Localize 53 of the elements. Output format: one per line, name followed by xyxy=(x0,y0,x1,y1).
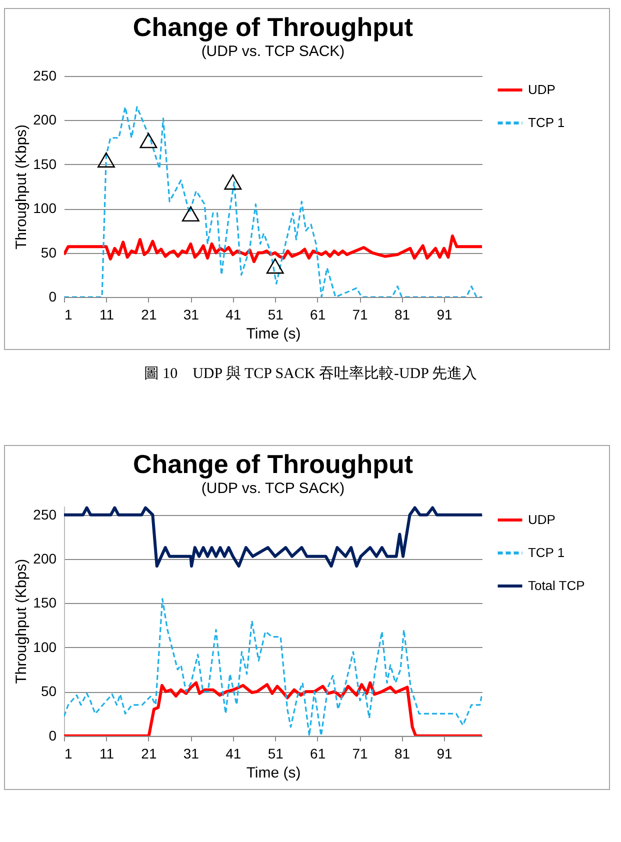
y-tick-label: 200 xyxy=(33,112,57,128)
x-tick-label: 71 xyxy=(352,745,368,762)
x-tick-label: 21 xyxy=(141,306,157,322)
legend-label: UDP xyxy=(528,82,556,97)
x-tick-label: 61 xyxy=(310,306,326,322)
x-tick-label: 11 xyxy=(99,306,114,322)
point xyxy=(182,206,200,222)
chart-subtitle: (UDP vs. TCP SACK) xyxy=(201,43,345,60)
point xyxy=(224,174,242,190)
x-tick-label: 11 xyxy=(99,745,114,762)
chart-title: Change of Throughput xyxy=(132,12,414,42)
legend-label: UDP xyxy=(528,512,556,527)
point xyxy=(140,132,158,148)
y-tick-label: 50 xyxy=(40,683,57,700)
y-tick-label: 50 xyxy=(40,244,57,260)
legend-label: Total TCP xyxy=(528,578,585,593)
x-tick-label: 51 xyxy=(268,745,284,762)
x-tick-label: 1 xyxy=(64,306,72,322)
x-tick-label: 81 xyxy=(394,306,410,322)
chart-title: Change of Throughput xyxy=(133,449,414,479)
x-tick-label: 91 xyxy=(436,306,452,322)
x-tick-label: 31 xyxy=(183,745,200,762)
x-tick-label: 61 xyxy=(310,745,326,762)
y-tick-label: 250 xyxy=(33,506,57,522)
x-tick-label: 41 xyxy=(226,306,242,322)
x-axis-title: Time (s) xyxy=(246,764,301,782)
y-tick-label: 0 xyxy=(48,727,57,744)
x-tick-label: 51 xyxy=(268,306,284,322)
x-tick-label: 21 xyxy=(141,745,157,762)
y-tick-label: 150 xyxy=(33,156,57,172)
chart-subtitle: (UDP vs. TCP SACK) xyxy=(201,480,345,497)
legend-label: TCP 1 xyxy=(528,544,565,560)
line-series xyxy=(64,506,482,568)
legend-label: TCP 1 xyxy=(528,115,565,130)
y-tick-label: 150 xyxy=(33,594,57,611)
x-tick-label: 41 xyxy=(226,745,242,762)
x-tick-label: 81 xyxy=(394,745,410,762)
y-tick-label: 200 xyxy=(33,550,57,567)
x-tick-label: 1 xyxy=(64,745,73,762)
y-axis-title: Throughput (Kbps) xyxy=(13,124,30,250)
y-tick-label: 250 xyxy=(33,68,57,84)
caption: 圖 10 UDP 與 TCP SACK 吞吐率比較-UDP 先進入 xyxy=(142,364,478,383)
x-tick-label: 31 xyxy=(183,306,200,322)
line-series xyxy=(64,106,482,297)
point xyxy=(266,258,284,274)
y-tick-label: 100 xyxy=(33,200,57,216)
point xyxy=(98,152,115,168)
y-axis-title: Throughput (Kbps) xyxy=(13,558,30,684)
x-axis-title: Time (s) xyxy=(246,326,301,342)
x-tick-label: 91 xyxy=(436,745,452,762)
y-tick-label: 100 xyxy=(33,638,57,655)
x-tick-label: 71 xyxy=(352,306,368,322)
y-tick-label: 0 xyxy=(48,288,57,304)
